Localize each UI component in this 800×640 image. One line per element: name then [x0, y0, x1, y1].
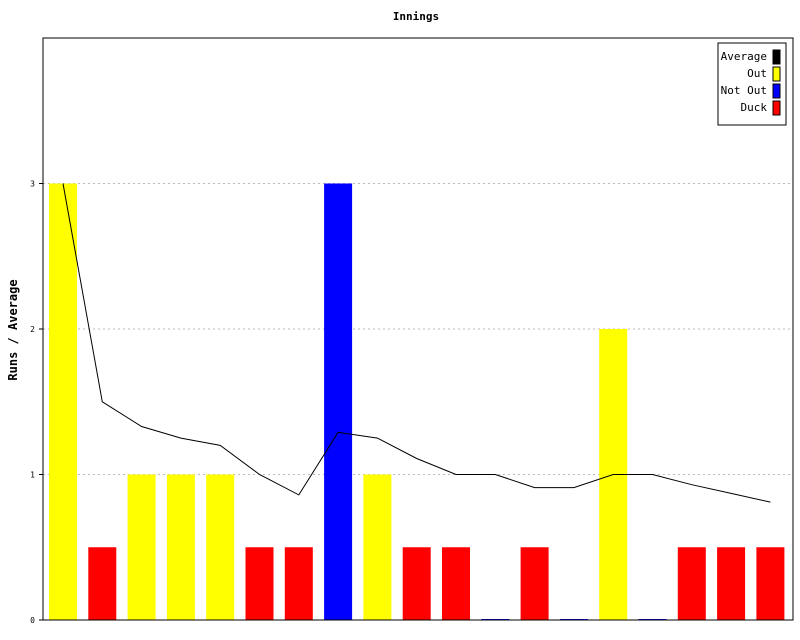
legend-label-out: Out [747, 67, 767, 80]
bar-out [206, 474, 235, 620]
chart-title: Innings [393, 10, 439, 23]
average-line-group [62, 183, 771, 503]
bar-duck [402, 547, 431, 620]
legend: Average Out Not Out Duck [717, 42, 787, 126]
legend-swatch-out [772, 66, 781, 82]
bar-duck [442, 547, 470, 620]
bar-duck [756, 547, 785, 620]
bar-duck [88, 547, 117, 620]
bar-out [166, 474, 195, 620]
bar-duck [245, 547, 274, 620]
bar-out [363, 474, 392, 620]
bar-duck [520, 547, 549, 620]
bar-not-out [324, 183, 353, 620]
legend-swatch-duck [772, 100, 781, 116]
plot-frame [42, 37, 794, 621]
bar-duck [717, 547, 746, 620]
bars-group [49, 183, 785, 620]
legend-swatch-not-out [772, 83, 781, 99]
average-line [62, 183, 771, 503]
bar-out [127, 474, 156, 620]
y-axis-label: Runs / Average [6, 279, 20, 380]
bar-out [49, 183, 77, 620]
y-tick-label: 1 [30, 471, 35, 480]
legend-label-duck: Duck [741, 101, 768, 114]
legend-label-average: Average [721, 50, 767, 63]
bar-duck [677, 547, 706, 620]
y-tick-label: 2 [30, 325, 35, 334]
y-tick-label: 0 [30, 616, 35, 625]
legend-label-not-out: Not Out [721, 84, 767, 97]
y-axis-ticks: 0 1 2 3 [30, 180, 43, 625]
y-tick-label: 3 [30, 180, 35, 189]
legend-swatch-average [772, 49, 781, 65]
bar-duck [284, 547, 313, 620]
